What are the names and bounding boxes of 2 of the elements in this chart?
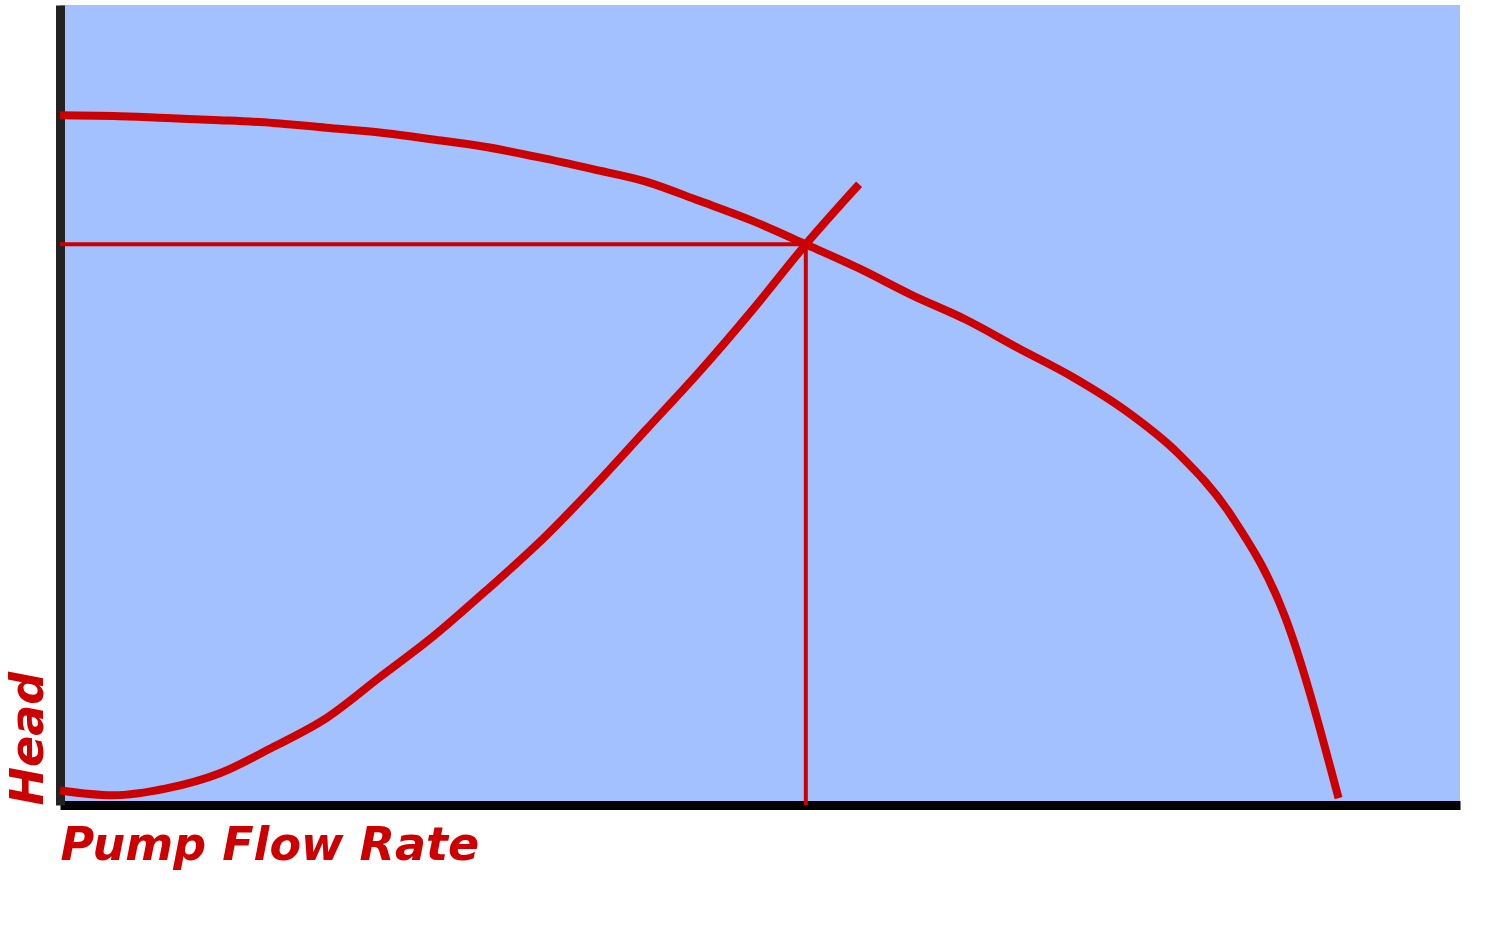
x-axis-title: Pump Flow Rate: [60, 816, 480, 871]
y-axis-title: Head: [0, 670, 54, 806]
